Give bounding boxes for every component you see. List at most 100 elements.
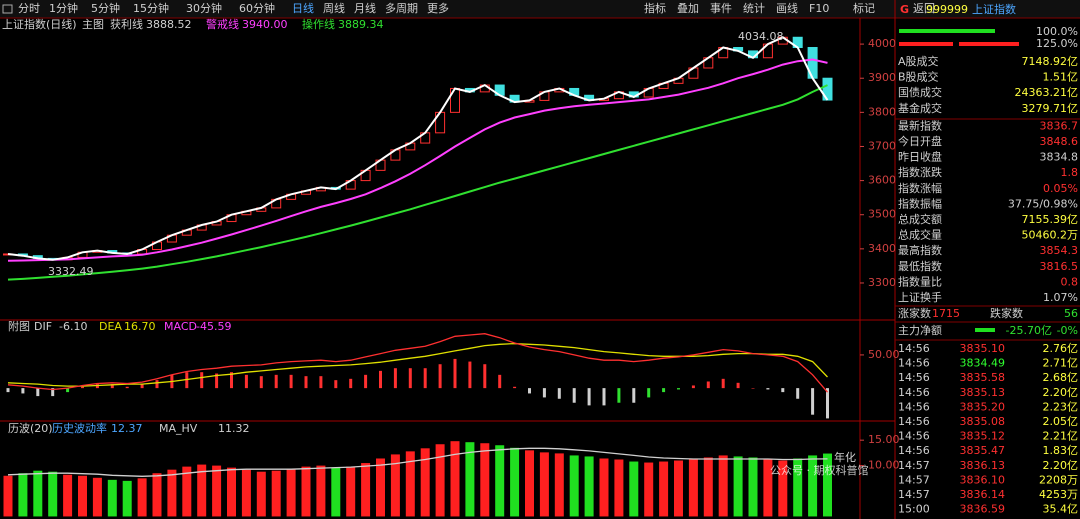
volatility-bar <box>137 478 147 517</box>
macd-bar <box>364 374 368 389</box>
tick-volume: 2.21亿 <box>1043 430 1079 443</box>
quote-code: 999999 <box>926 3 968 16</box>
volatility-bar <box>539 452 549 517</box>
net-flow-pct: -0% <box>1057 324 1078 337</box>
volatility-bar <box>390 454 400 517</box>
macd-bar <box>483 364 487 389</box>
macd-bar <box>244 374 248 389</box>
volatility-bar <box>3 475 13 517</box>
quote-label: 基金成交 <box>898 101 942 115</box>
tick-time: 14:56 <box>898 415 930 428</box>
breadth: 跌家数 <box>990 306 1023 320</box>
net-flow-value: -25.70亿 <box>1006 324 1052 337</box>
legend-value: 3888.52 <box>146 18 192 31</box>
tick-time: 14:57 <box>898 488 930 501</box>
toolbar-tab[interactable]: 15分钟 <box>133 1 169 15</box>
toolbar-button[interactable]: 标记 <box>853 1 875 15</box>
bar-label: 125.0% <box>1036 37 1078 50</box>
toolbar-tab[interactable]: 1分钟 <box>49 1 78 15</box>
toolbar-button[interactable]: 返回 <box>913 2 935 15</box>
toolbar-tab[interactable]: 多周期 <box>385 1 418 15</box>
volatility-bar <box>48 471 58 517</box>
macd-bar <box>393 368 397 389</box>
volatility-bar <box>241 469 251 517</box>
macd-bar <box>259 376 263 389</box>
y-tick-label: 15.00 <box>868 433 900 446</box>
macd-bar <box>453 358 457 389</box>
tick-volume: 2.20亿 <box>1043 459 1079 472</box>
macd-bar <box>557 388 561 399</box>
quote-label: B股成交 <box>898 70 939 84</box>
macd-bar <box>200 372 204 389</box>
volatility-bar <box>748 457 758 517</box>
quote-label: 总成交额 <box>898 212 942 226</box>
quote-label: 指数涨幅 <box>898 181 942 195</box>
toolbar-button[interactable]: 事件 <box>710 2 732 15</box>
quote-label: 国债成交 <box>898 85 942 99</box>
toolbar-tab[interactable]: 更多 <box>427 1 449 15</box>
quote-label: 指数涨跌 <box>898 165 942 179</box>
toolbar-button[interactable]: 叠加 <box>677 2 699 15</box>
volatility-bar <box>376 458 385 517</box>
annotation: 年化 <box>834 450 856 464</box>
volatility-bar <box>152 473 162 517</box>
toolbar-button[interactable]: 指标 <box>644 1 666 15</box>
toolbar-tab[interactable]: 日线 <box>292 1 314 15</box>
breadth: 1715 <box>932 307 960 320</box>
tick-volume: 2.76亿 <box>1043 342 1079 355</box>
toolbar-tab[interactable]: 周线 <box>323 1 345 15</box>
volatility-bar <box>361 463 371 517</box>
series-line <box>7 58 828 262</box>
legend-name: 历史波动率 <box>52 421 107 435</box>
toolbar-tab[interactable]: 60分钟 <box>239 1 275 15</box>
macd-bar <box>274 374 278 389</box>
macd-bar <box>468 361 472 389</box>
macd-bar <box>706 381 710 389</box>
macd-bar <box>21 388 25 394</box>
tick-time: 14:57 <box>898 459 930 472</box>
quote-label: 昨日收盘 <box>898 150 942 164</box>
volatility-bar <box>614 459 624 517</box>
toolbar-tab[interactable]: 30分钟 <box>186 1 222 15</box>
quote-label: 指数振幅 <box>898 196 942 210</box>
quote-value: 1.51亿 <box>1043 71 1079 84</box>
chart-title: 上证指数(日线) <box>2 17 77 31</box>
macd-bar <box>81 386 84 389</box>
volatility-bar <box>92 477 102 517</box>
toolbar-tab[interactable]: 分时 <box>18 2 40 15</box>
macd-bar <box>617 388 621 403</box>
tick-volume: 2208万 <box>1039 473 1078 486</box>
tick-price: 3835.13 <box>960 386 1006 399</box>
volatility-bar <box>107 479 117 517</box>
macd-bar <box>140 384 144 389</box>
quote-value: 50460.2万 <box>1022 229 1079 242</box>
toolbar-button[interactable]: 统计 <box>743 2 765 15</box>
tick-time: 14:56 <box>898 357 930 370</box>
y-tick-label: 3600 <box>868 174 896 187</box>
y-tick-label: 3900 <box>868 71 896 84</box>
quote-label: 上证换手 <box>898 290 942 304</box>
tick-price: 3836.59 <box>960 503 1006 516</box>
series-line <box>7 447 828 477</box>
legend-name: MACD <box>164 320 197 333</box>
toolbar-tab[interactable]: 月线 <box>354 1 376 15</box>
quote-label: 最高指数 <box>898 243 942 257</box>
tick-price: 3835.20 <box>960 400 1006 413</box>
macd-bar <box>572 388 576 403</box>
tick-price: 3835.12 <box>960 430 1006 443</box>
toolbar-tab[interactable]: 5分钟 <box>91 1 120 15</box>
legend-name: DEA <box>99 320 122 333</box>
volatility-bar <box>33 470 43 517</box>
macd-bar <box>110 384 114 389</box>
volatility-bar <box>420 448 430 517</box>
toolbar-button[interactable]: 画线 <box>776 1 798 15</box>
volatility-bar <box>495 445 505 517</box>
tick-time: 14:56 <box>898 430 930 443</box>
volatility-bar <box>674 460 683 517</box>
strength-bar <box>899 42 953 46</box>
quote-label: 指数量比 <box>898 274 942 288</box>
legend-value: 3940.00 <box>242 18 288 31</box>
tick-price: 3836.14 <box>960 488 1006 501</box>
toolbar-button[interactable]: F10 <box>809 2 829 15</box>
